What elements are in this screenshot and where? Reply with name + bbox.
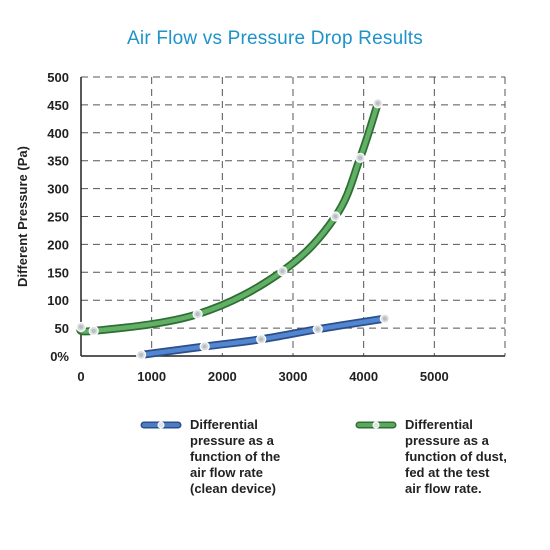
series-lines — [75, 98, 390, 360]
y-tick-label: 450 — [47, 98, 69, 113]
y-tick-label: 0% — [50, 349, 69, 364]
y-tick-label: 150 — [47, 265, 69, 280]
x-tick-label: 2000 — [208, 369, 237, 384]
legend-item-dust: Differential pressure as a function of d… — [355, 417, 507, 497]
data-point-center-dust — [91, 328, 96, 333]
x-tick-label: 4000 — [349, 369, 378, 384]
data-point-center-dust — [375, 101, 380, 106]
y-tick-labels: 0% 50 100 150 200 250 300 350 400 450 500 — [47, 70, 69, 364]
y-tick-label: 350 — [47, 154, 69, 169]
data-point-center-clean-device — [139, 352, 144, 357]
data-point-center-clean-device — [202, 344, 207, 349]
x-tick-labels: 0 1000 2000 3000 4000 5000 — [77, 369, 448, 384]
legend-label-dust: Differential pressure as a function of d… — [405, 417, 507, 496]
data-point-center-dust — [280, 269, 285, 274]
data-point-center-dust — [195, 312, 200, 317]
y-tick-label: 250 — [47, 210, 69, 225]
line-chart: 0% 50 100 150 200 250 300 350 400 450 500 0 1000 200… — [15, 70, 506, 384]
y-axis-label: Different Pressure (Pa) — [15, 146, 30, 287]
legend-swatch-green — [355, 421, 397, 429]
x-tick-label: 5000 — [420, 369, 449, 384]
data-point-center-dust — [79, 324, 83, 329]
legend-item-clean-device: Differential pressure as a function of t… — [140, 417, 280, 497]
data-point-center-clean-device — [259, 337, 264, 342]
y-tick-label: 500 — [47, 70, 69, 85]
chart-title: Air Flow vs Pressure Drop Results — [127, 28, 423, 49]
data-point-center-dust — [358, 155, 363, 160]
y-tick-label: 200 — [47, 237, 69, 252]
data-point-center-clean-device — [382, 316, 387, 321]
y-tick-label: 50 — [55, 321, 69, 336]
legend-swatch-blue — [140, 421, 182, 429]
x-tick-label: 1000 — [137, 369, 166, 384]
y-tick-label: 100 — [47, 293, 69, 308]
legend-label-clean-device: Differential pressure as a function of t… — [190, 417, 281, 496]
data-point-center-clean-device — [315, 327, 320, 332]
y-tick-label: 400 — [47, 126, 69, 141]
y-tick-label: 300 — [47, 182, 69, 197]
x-tick-label: 3000 — [279, 369, 308, 384]
grid — [81, 76, 506, 356]
x-tick-label: 0 — [77, 369, 84, 384]
data-point-center-dust — [333, 214, 338, 219]
